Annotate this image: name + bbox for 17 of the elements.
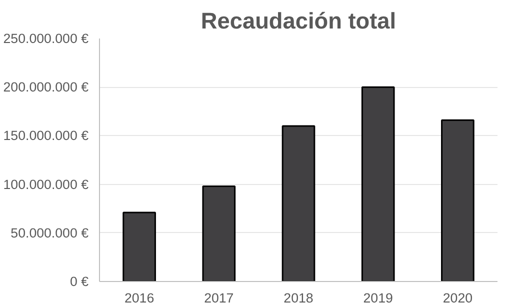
y-tick-label: 250.000.000 € — [3, 31, 90, 46]
x-tick-label: 2017 — [204, 290, 234, 305]
chart-title: Recaudación total — [200, 8, 396, 34]
bar — [282, 125, 316, 282]
bar — [361, 86, 395, 282]
y-tick-label: 0 € — [70, 274, 90, 289]
bar — [202, 185, 236, 282]
x-tick-label: 2019 — [363, 290, 393, 305]
x-tick-label: 2018 — [284, 290, 314, 305]
x-tick-label: 2020 — [442, 290, 473, 305]
bar — [122, 212, 156, 282]
bar — [441, 119, 474, 282]
y-tick-label: 50.000.000 € — [10, 225, 90, 240]
y-tick-label: 150.000.000 € — [3, 128, 90, 144]
x-tick-label: 2016 — [124, 290, 154, 305]
y-tick-label: 200.000.000 € — [3, 80, 90, 95]
y-tick-label: 100.000.000 € — [3, 176, 90, 192]
